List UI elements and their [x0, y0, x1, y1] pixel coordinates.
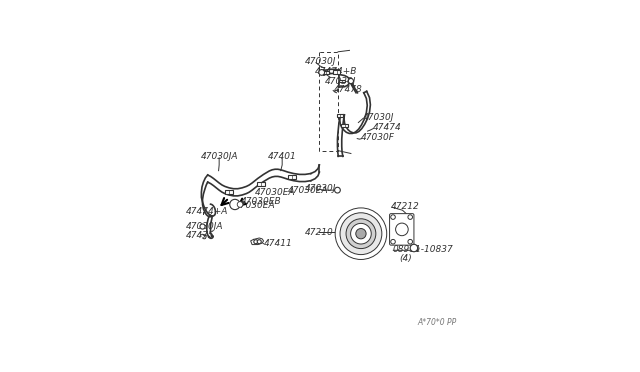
Circle shape	[237, 202, 243, 207]
Text: 47030JA: 47030JA	[186, 222, 224, 231]
Text: A*70*0 PP: A*70*0 PP	[417, 318, 456, 327]
Bar	[323, 71, 329, 74]
Polygon shape	[251, 238, 264, 244]
Circle shape	[391, 240, 396, 244]
Circle shape	[319, 70, 324, 75]
Bar	[337, 114, 343, 117]
Bar	[341, 124, 348, 127]
Bar	[339, 80, 344, 83]
Text: 47030F: 47030F	[361, 133, 395, 142]
Text: 47030EA: 47030EA	[288, 186, 328, 195]
Circle shape	[257, 240, 261, 244]
Circle shape	[391, 215, 396, 219]
Bar	[225, 190, 233, 194]
Circle shape	[396, 223, 408, 236]
Text: 47030JA: 47030JA	[200, 152, 238, 161]
Circle shape	[335, 208, 387, 260]
Circle shape	[410, 244, 418, 252]
Text: 47030J: 47030J	[305, 184, 337, 193]
Text: 47401: 47401	[268, 152, 296, 161]
FancyBboxPatch shape	[390, 214, 414, 245]
Bar	[333, 70, 340, 74]
Circle shape	[346, 219, 376, 248]
Bar	[288, 175, 296, 179]
Circle shape	[340, 213, 382, 254]
Circle shape	[356, 228, 366, 239]
Circle shape	[254, 240, 258, 244]
Text: 47030EA: 47030EA	[255, 187, 296, 197]
Text: 47030EA: 47030EA	[235, 201, 276, 209]
Circle shape	[348, 78, 353, 84]
Circle shape	[230, 199, 240, 210]
Text: 47411: 47411	[264, 239, 292, 248]
Circle shape	[408, 240, 413, 244]
Circle shape	[351, 223, 371, 244]
Text: 47212: 47212	[391, 202, 420, 211]
Text: 08911-10837: 08911-10837	[392, 245, 453, 254]
Text: 47478: 47478	[333, 86, 362, 94]
Text: 47474: 47474	[372, 123, 401, 132]
Text: 47030J: 47030J	[325, 77, 356, 86]
Circle shape	[200, 224, 205, 229]
Text: 47210: 47210	[305, 228, 334, 237]
Text: 47475: 47475	[186, 231, 215, 240]
Text: 47030J: 47030J	[305, 57, 337, 66]
Text: N: N	[412, 245, 417, 251]
Text: 47030EB: 47030EB	[241, 197, 281, 206]
Text: (4): (4)	[399, 254, 412, 263]
Text: 47474+A: 47474+A	[186, 207, 228, 216]
Text: 47030J: 47030J	[362, 113, 394, 122]
Text: 47474+B: 47474+B	[315, 67, 358, 76]
Bar	[257, 182, 265, 186]
Circle shape	[408, 215, 413, 219]
Circle shape	[335, 187, 340, 193]
